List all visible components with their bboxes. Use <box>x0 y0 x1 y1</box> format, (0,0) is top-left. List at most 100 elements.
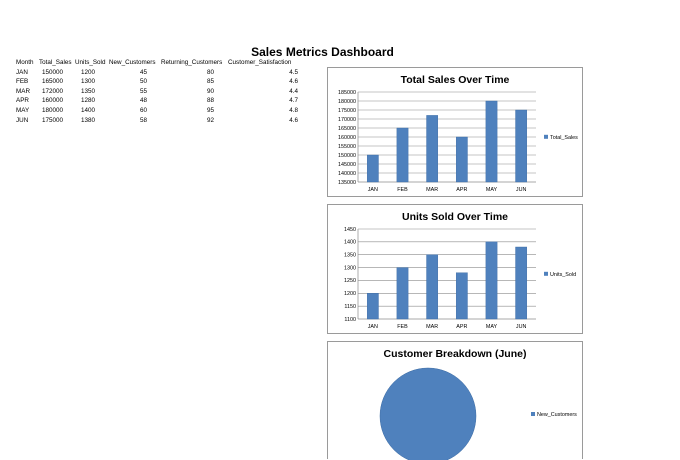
cell-units-sold: 1200 <box>81 68 96 76</box>
cell-units-sold: 1300 <box>81 78 96 86</box>
cell-units-sold: 1380 <box>81 116 96 124</box>
cell-total-sales: 165000 <box>41 78 63 86</box>
header-customer-satisfaction: Customer_Satisfaction <box>228 59 292 66</box>
cell-total-sales: 172000 <box>41 87 63 95</box>
header-month: Month <box>16 59 34 66</box>
header-new-customers: New_Customers <box>109 59 156 66</box>
cell-customer-satisfaction: 4.8 <box>289 106 298 114</box>
header-returning-customers: Returning_Customers <box>161 59 223 66</box>
bar-mar <box>426 115 439 183</box>
legend-swatch <box>544 271 548 276</box>
header-units-sold: Units_Sold <box>75 59 106 66</box>
units-sold-chart: Units Sold Over Time 1100 1150 1200 1250 1300… <box>344 211 576 330</box>
y-tick-label: 135000 <box>338 180 356 186</box>
cell-units-sold: 1350 <box>81 87 96 95</box>
y-tick-label: 1400 <box>344 240 356 246</box>
x-tick-label: MAR <box>426 324 438 330</box>
y-tick-label: 180000 <box>338 99 356 105</box>
metrics-table: Month Total_Sales Units_Sold New_Custome… <box>16 58 298 125</box>
y-tick-label: 1200 <box>344 291 356 297</box>
cell-returning-customers: 92 <box>206 116 214 124</box>
cell-customer-satisfaction: 4.6 <box>289 116 298 124</box>
y-tick-label: 1450 <box>344 227 356 233</box>
cell-month: APR <box>16 97 29 105</box>
y-tick-label: 160000 <box>338 135 356 141</box>
cell-returning-customers: 80 <box>206 68 214 76</box>
pie-slice <box>379 367 477 460</box>
legend-label: Total_Sales <box>550 135 578 141</box>
bar-feb <box>396 127 409 183</box>
cell-total-sales: 160000 <box>41 97 63 105</box>
bar-feb <box>396 267 409 320</box>
cell-month: FEB <box>16 78 29 86</box>
cell-returning-customers: 88 <box>206 97 214 105</box>
cell-units-sold: 1400 <box>81 106 96 114</box>
bar-may <box>485 241 498 320</box>
bar-jun <box>515 246 528 320</box>
cell-total-sales: 175000 <box>41 116 63 124</box>
bar-may <box>485 100 498 183</box>
table-row: JUN 175000 1380 58 92 4.6 <box>16 116 298 126</box>
cell-month: MAR <box>16 87 30 95</box>
x-tick-label: MAR <box>426 187 438 193</box>
units-sold-chart-panel[interactable]: Units Sold Over Time 1100 1150 1200 1250 1300… <box>327 204 583 334</box>
legend-label: Units_Sold <box>550 272 576 278</box>
cell-returning-customers: 95 <box>206 106 214 114</box>
bar-apr <box>455 136 468 183</box>
cell-total-sales: 150000 <box>41 68 63 76</box>
table-row: FEB 165000 1300 50 85 4.6 <box>16 77 298 87</box>
cell-new-customers: 55 <box>139 87 147 95</box>
bar-jan <box>366 293 379 320</box>
cell-returning-customers: 85 <box>206 78 214 86</box>
cell-customer-satisfaction: 4.7 <box>289 97 298 105</box>
bar-mar <box>426 254 439 320</box>
y-tick-label: 1100 <box>344 317 356 323</box>
y-tick-label: 170000 <box>338 117 356 123</box>
cell-customer-satisfaction: 4.6 <box>289 78 298 86</box>
cell-new-customers: 58 <box>139 116 147 124</box>
x-tick-label: APR <box>456 324 467 330</box>
cell-month: JUN <box>16 116 29 124</box>
x-tick-label: JUN <box>516 324 527 330</box>
legend-label: New_Customers <box>537 412 577 418</box>
chart-title: Total Sales Over Time <box>401 74 510 86</box>
x-tick-label: MAY <box>486 187 498 193</box>
table-row: APR 160000 1280 48 88 4.7 <box>16 96 298 106</box>
bar-jan <box>366 154 379 183</box>
cell-new-customers: 50 <box>139 78 147 86</box>
y-tick-label: 140000 <box>338 171 356 177</box>
y-tick-label: 185000 <box>338 90 356 96</box>
cell-new-customers: 48 <box>139 97 147 105</box>
bar-apr <box>455 272 468 320</box>
cell-month: MAY <box>16 106 30 114</box>
y-tick-label: 165000 <box>338 126 356 132</box>
cell-new-customers: 45 <box>139 68 147 76</box>
dashboard-title: Sales Metrics Dashboard <box>251 45 394 59</box>
x-tick-label: APR <box>456 187 467 193</box>
table-header-row: Month Total_Sales Units_Sold New_Custome… <box>16 58 298 68</box>
x-tick-label: JAN <box>368 324 378 330</box>
x-tick-label: FEB <box>397 187 408 193</box>
chart-title: Units Sold Over Time <box>402 211 508 223</box>
cell-customer-satisfaction: 4.4 <box>289 87 298 95</box>
header-total-sales: Total_Sales <box>39 59 72 66</box>
table-row: MAR 172000 1350 55 90 4.4 <box>16 87 298 97</box>
y-tick-label: 145000 <box>338 162 356 168</box>
table-row: MAY 180000 1400 60 95 4.8 <box>16 106 298 116</box>
y-tick-label: 155000 <box>338 144 356 150</box>
cell-month: JAN <box>16 68 28 76</box>
x-tick-label: MAY <box>486 324 498 330</box>
y-tick-label: 1250 <box>344 278 356 284</box>
cell-units-sold: 1280 <box>81 97 96 105</box>
y-tick-label: 1300 <box>344 265 356 271</box>
customer-breakdown-chart-panel[interactable]: Customer Breakdown (June) New_Customers <box>327 341 583 460</box>
legend-swatch <box>544 134 548 139</box>
cell-returning-customers: 90 <box>206 87 214 95</box>
x-tick-label: JAN <box>368 187 378 193</box>
total-sales-chart-panel[interactable]: Total Sales Over Time 135000 140000 145000 1… <box>327 67 583 197</box>
legend-swatch <box>531 412 535 416</box>
chart-title: Customer Breakdown (June) <box>384 348 527 360</box>
cell-new-customers: 60 <box>139 106 147 114</box>
x-tick-label: JUN <box>516 187 527 193</box>
total-sales-chart: Total Sales Over Time 135000 140000 145000 1… <box>338 74 578 193</box>
